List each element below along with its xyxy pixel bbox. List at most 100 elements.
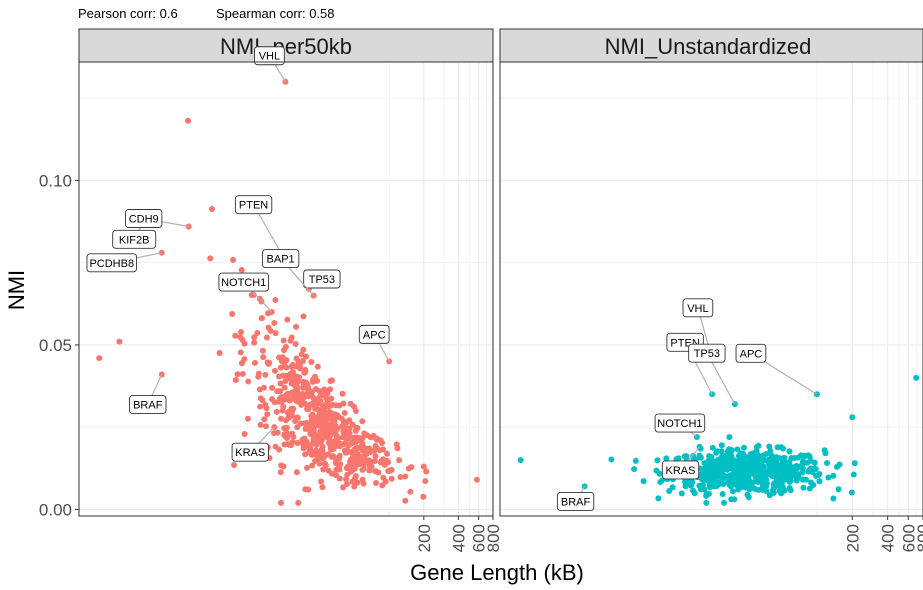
y-axis: 0.00 0.05 0.10	[39, 171, 79, 519]
data-point	[264, 411, 271, 418]
data-point	[284, 372, 291, 379]
data-point	[256, 386, 263, 393]
data-point	[277, 364, 284, 371]
data-point	[835, 486, 842, 493]
data-point	[703, 499, 710, 506]
data-point	[632, 457, 639, 464]
point-label-pcdhb8: PCDHB8	[86, 252, 162, 273]
data-point	[800, 484, 807, 491]
data-point	[830, 472, 837, 479]
data-point	[851, 460, 858, 467]
data-point	[280, 337, 287, 344]
data-point	[385, 459, 392, 466]
data-point	[241, 431, 248, 438]
data-point	[793, 470, 800, 477]
data-point	[328, 426, 335, 433]
data-point	[373, 479, 380, 486]
data-point	[691, 490, 698, 497]
data-point	[781, 487, 788, 494]
data-point	[777, 461, 784, 468]
data-point	[780, 455, 787, 462]
label-box	[231, 442, 269, 462]
data-point	[700, 473, 707, 480]
data-point	[304, 442, 311, 449]
data-point	[758, 473, 765, 480]
data-point	[303, 424, 310, 431]
data-point	[631, 466, 638, 473]
data-point	[316, 387, 323, 394]
data-point	[824, 459, 831, 466]
data-point	[745, 466, 752, 473]
plot-border	[78, 61, 494, 517]
data-point	[359, 476, 366, 483]
data-point	[266, 359, 273, 366]
data-point	[781, 466, 788, 473]
data-point	[380, 474, 387, 481]
data-point	[422, 478, 429, 485]
data-point	[259, 397, 266, 404]
data-point	[294, 378, 301, 385]
data-point	[743, 474, 750, 481]
data-point	[767, 448, 774, 455]
label-text: TP53	[309, 274, 335, 286]
data-point	[763, 480, 770, 487]
data-point	[755, 442, 762, 449]
x-tick-label: 800	[484, 524, 503, 552]
data-point	[245, 378, 252, 385]
data-point	[361, 445, 368, 452]
data-point	[825, 474, 832, 481]
data-point	[231, 461, 238, 468]
data-point	[293, 323, 300, 330]
data-point	[354, 444, 361, 451]
data-point	[278, 415, 285, 422]
data-point	[728, 452, 735, 459]
spearman-annotation: Spearman corr: 0.58	[216, 6, 335, 21]
data-point	[702, 467, 709, 474]
point-label-kras: KRAS	[231, 426, 275, 462]
data-point	[354, 479, 361, 486]
data-point	[336, 402, 343, 409]
data-point	[358, 456, 365, 463]
data-point	[473, 476, 480, 483]
label-text: BRAF	[561, 496, 591, 508]
data-point	[800, 476, 807, 483]
data-point	[344, 442, 351, 449]
data-point	[704, 474, 711, 481]
data-point	[260, 354, 267, 361]
data-point	[275, 398, 282, 405]
data-point	[402, 473, 409, 480]
data-point	[722, 454, 729, 461]
data-point	[297, 365, 304, 372]
data-point	[244, 415, 251, 422]
data-point	[754, 474, 761, 481]
data-point	[608, 456, 615, 463]
data-point	[302, 486, 309, 493]
data-point	[295, 499, 302, 506]
data-point	[317, 407, 324, 414]
data-point	[307, 429, 314, 436]
data-point	[420, 493, 427, 500]
data-point	[184, 117, 191, 124]
data-point	[745, 494, 752, 501]
data-point	[833, 463, 840, 470]
data-point	[721, 499, 728, 506]
data-point	[327, 437, 334, 444]
data-point	[341, 447, 348, 454]
data-point	[262, 423, 269, 430]
data-point	[312, 414, 319, 421]
data-point	[272, 330, 279, 337]
data-point	[298, 351, 305, 358]
data-point	[799, 465, 806, 472]
data-point	[726, 446, 733, 453]
data-point	[742, 454, 749, 461]
data-point	[271, 320, 278, 327]
data-point	[237, 334, 244, 341]
data-point	[738, 466, 745, 473]
point-label-pten: PTEN	[234, 195, 288, 263]
x-tick-label: 800	[914, 524, 923, 552]
data-point	[697, 454, 704, 461]
data-point	[801, 453, 808, 460]
data-point	[688, 482, 694, 489]
data-point	[303, 390, 310, 397]
point-label-vhl: VHL	[254, 46, 286, 83]
